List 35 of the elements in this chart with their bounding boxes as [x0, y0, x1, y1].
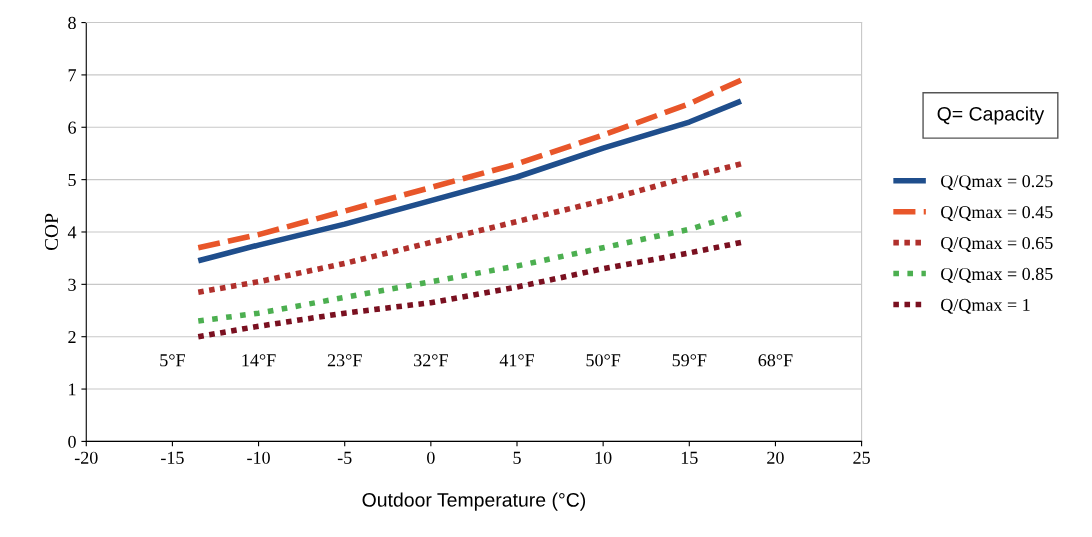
x-tick-label: 15 [681, 451, 698, 464]
y-tick-label: 8 [68, 16, 76, 29]
y-axis-title: COP [44, 213, 59, 251]
annotation: 50°F [586, 354, 621, 367]
y-tick-label: 0 [68, 435, 76, 448]
legend-label: Q/Qmax = 0.85 [941, 267, 1053, 283]
x-axis-title: Outdoor Temperature (°C) [362, 492, 586, 511]
annotation: 68°F [758, 354, 793, 367]
legend-label: Q/Qmax = 1 [941, 298, 1030, 314]
y-tick-label: 6 [68, 121, 77, 134]
y-tick-label: 3 [68, 278, 76, 291]
x-tick-label: 20 [767, 451, 784, 464]
x-tick-label: -5 [337, 451, 352, 464]
legend-label: Q/Qmax = 0.45 [941, 206, 1053, 221]
y-tick-label: 7 [68, 69, 77, 82]
y-tick-label: 5 [68, 174, 76, 187]
x-tick-label: 5 [513, 451, 521, 464]
x-tick-label: -15 [161, 451, 184, 464]
x-tick-label: -10 [247, 451, 270, 464]
text: Q= Capacity [937, 106, 1045, 125]
legend-label: Q/Qmax = 0.65 [941, 236, 1053, 252]
y-tick-label: 1 [69, 383, 76, 396]
legend-label: Q/Qmax = 0.25 [941, 175, 1053, 191]
annotation: 59°F [672, 354, 707, 367]
y-tick-label: 2 [68, 331, 76, 343]
x-tick-label: 10 [595, 451, 612, 464]
x-tick-label: 0 [427, 451, 435, 464]
annotation: 14°F [242, 354, 276, 367]
x-tick-label: 25 [853, 451, 870, 464]
annotation: 32°F [414, 354, 448, 367]
x-tick-label: -20 [74, 451, 98, 464]
annotation: 5°F [160, 354, 185, 367]
y-tick-label: 4 [67, 226, 77, 239]
annotation: 41°F [499, 354, 535, 367]
annotation: 23°F [327, 354, 362, 367]
